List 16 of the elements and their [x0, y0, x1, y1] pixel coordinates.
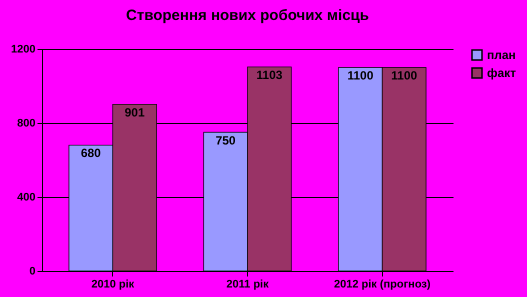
legend-label: факт [487, 66, 516, 80]
y-tick-label: 0 [29, 266, 36, 278]
y-tick-label: 400 [17, 192, 36, 204]
chart-title: Створення нових робочих місць [126, 7, 369, 24]
data-label: 1100 [391, 68, 418, 82]
data-label: 901 [124, 105, 145, 120]
x-tick-label: 2011 рік [226, 278, 270, 290]
legend-label: план [487, 48, 516, 62]
data-label: 680 [80, 146, 102, 160]
y-tick-label: 1200 [11, 44, 36, 56]
y-tick-label: 800 [17, 118, 36, 130]
data-label: 1103 [256, 68, 283, 82]
x-tick-label: 2012 рік (прогноз) [334, 278, 431, 290]
data-label: 750 [216, 133, 236, 148]
x-tick-label: 2010 рік [91, 278, 135, 290]
data-label: 1100 [347, 68, 374, 82]
